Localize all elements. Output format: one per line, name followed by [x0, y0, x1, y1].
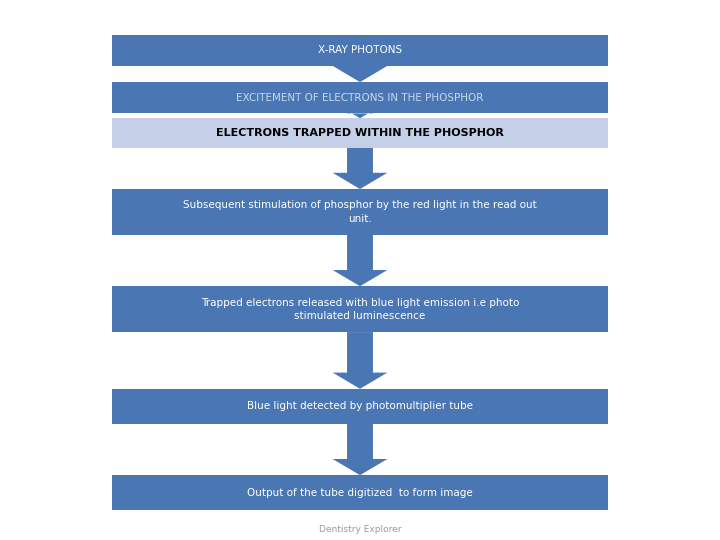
Text: X-RAY PHOTONS: X-RAY PHOTONS — [318, 45, 402, 55]
Text: Trapped electrons released with blue light emission i.e photo
stimulated lumines: Trapped electrons released with blue lig… — [201, 298, 519, 321]
Text: ELECTRONS TRAPPED WITHIN THE PHOSPHOR: ELECTRONS TRAPPED WITHIN THE PHOSPHOR — [216, 128, 504, 138]
Polygon shape — [333, 102, 387, 118]
Polygon shape — [333, 332, 387, 389]
Polygon shape — [333, 424, 387, 475]
Polygon shape — [333, 148, 387, 189]
Text: EXCITEMENT OF ELECTRONS IN THE PHOSPHOR: EXCITEMENT OF ELECTRONS IN THE PHOSPHOR — [236, 93, 484, 103]
Text: Output of the tube digitized  to form image: Output of the tube digitized to form ima… — [247, 488, 473, 498]
FancyBboxPatch shape — [112, 35, 608, 66]
FancyBboxPatch shape — [112, 389, 608, 424]
FancyBboxPatch shape — [112, 189, 608, 235]
Polygon shape — [333, 66, 387, 82]
Text: Blue light detected by photomultiplier tube: Blue light detected by photomultiplier t… — [247, 401, 473, 411]
Text: Dentistry Explorer: Dentistry Explorer — [319, 525, 401, 534]
Polygon shape — [333, 235, 387, 286]
FancyBboxPatch shape — [112, 82, 608, 113]
FancyBboxPatch shape — [112, 118, 608, 148]
Text: Subsequent stimulation of phosphor by the red light in the read out
unit.: Subsequent stimulation of phosphor by th… — [183, 200, 537, 224]
FancyBboxPatch shape — [112, 475, 608, 510]
FancyBboxPatch shape — [112, 286, 608, 332]
